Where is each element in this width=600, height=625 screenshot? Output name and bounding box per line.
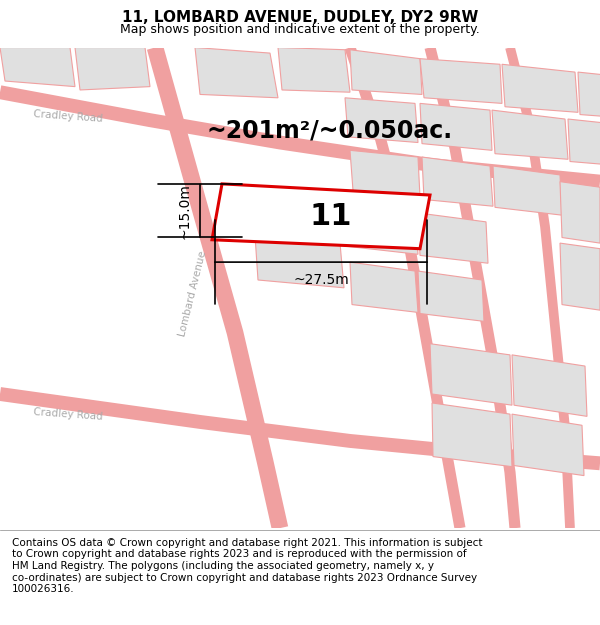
Text: Cradley Road: Cradley Road — [33, 109, 103, 124]
Text: Lombard Avenue: Lombard Avenue — [178, 249, 208, 338]
Polygon shape — [418, 213, 488, 263]
Polygon shape — [255, 235, 344, 288]
Polygon shape — [492, 110, 568, 159]
Polygon shape — [350, 262, 418, 312]
Polygon shape — [195, 48, 278, 98]
Polygon shape — [350, 50, 422, 94]
Polygon shape — [502, 64, 578, 112]
Polygon shape — [512, 414, 584, 476]
Polygon shape — [345, 98, 418, 142]
Polygon shape — [212, 184, 430, 249]
Polygon shape — [0, 48, 75, 87]
Polygon shape — [560, 243, 600, 310]
Polygon shape — [420, 103, 492, 151]
Text: ~27.5m: ~27.5m — [293, 273, 349, 288]
Polygon shape — [432, 403, 512, 467]
Polygon shape — [422, 157, 493, 206]
Polygon shape — [75, 48, 150, 90]
Polygon shape — [278, 48, 350, 92]
Text: Map shows position and indicative extent of the property.: Map shows position and indicative extent… — [120, 22, 480, 36]
Polygon shape — [512, 355, 587, 416]
Polygon shape — [493, 166, 562, 215]
Polygon shape — [578, 72, 600, 117]
Polygon shape — [418, 271, 484, 321]
Text: ~15.0m: ~15.0m — [178, 182, 192, 239]
Polygon shape — [568, 119, 600, 165]
Text: Contains OS data © Crown copyright and database right 2021. This information is : Contains OS data © Crown copyright and d… — [12, 538, 482, 594]
Polygon shape — [560, 182, 600, 243]
Polygon shape — [430, 344, 512, 405]
Polygon shape — [420, 59, 502, 103]
Polygon shape — [345, 204, 418, 254]
Polygon shape — [350, 151, 420, 198]
Text: 11: 11 — [310, 202, 352, 231]
Text: 11, LOMBARD AVENUE, DUDLEY, DY2 9RW: 11, LOMBARD AVENUE, DUDLEY, DY2 9RW — [122, 11, 478, 26]
Text: ~201m²/~0.050ac.: ~201m²/~0.050ac. — [207, 119, 453, 142]
Text: Cradley Road: Cradley Road — [33, 407, 103, 421]
